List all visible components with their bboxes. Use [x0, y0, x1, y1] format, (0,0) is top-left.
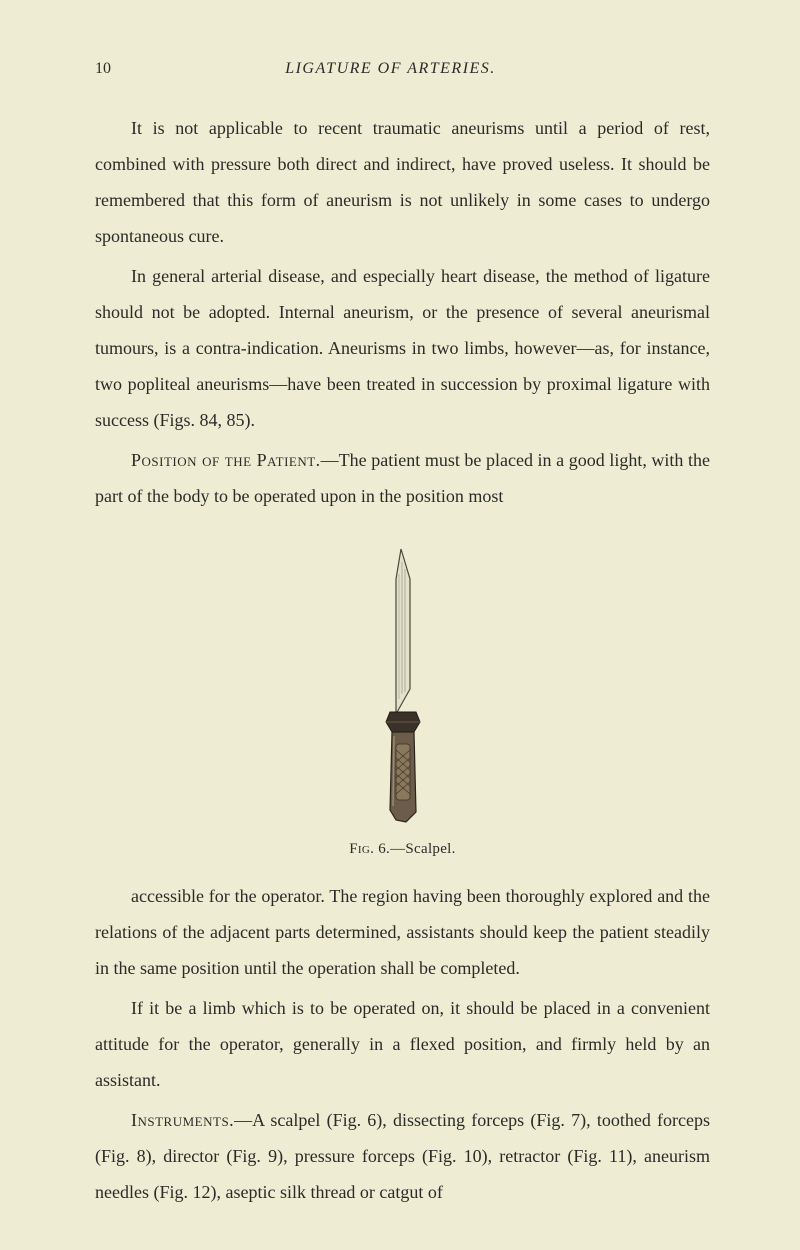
paragraph-3-lead: Position of the Patient.	[131, 450, 321, 470]
paragraph-3: Position of the Patient.—The patient mus…	[95, 442, 710, 514]
figure-6: Fig. 6.—Scalpel.	[95, 544, 710, 858]
paragraph-5: If it be a limb which is to be operated …	[95, 990, 710, 1098]
figure-caption: Fig. 6.—Scalpel.	[95, 841, 710, 858]
paragraph-6-lead: Instruments.	[131, 1110, 234, 1130]
page-number: 10	[95, 60, 111, 78]
paragraph-2: In general arterial disease, and especia…	[95, 258, 710, 438]
scalpel-icon	[358, 544, 448, 824]
paragraph-6: Instruments.—A scalpel (Fig. 6), dissect…	[95, 1102, 710, 1210]
paragraph-1: It is not applicable to recent traumatic…	[95, 110, 710, 254]
figure-caption-label: Fig.	[349, 841, 374, 857]
page-header: 10 LIGATURE OF ARTERIES.	[95, 60, 710, 78]
paragraph-4: accessible for the operator. The region …	[95, 878, 710, 986]
figure-caption-text: 6.—Scalpel.	[374, 841, 456, 857]
running-header: LIGATURE OF ARTERIES.	[111, 60, 670, 78]
